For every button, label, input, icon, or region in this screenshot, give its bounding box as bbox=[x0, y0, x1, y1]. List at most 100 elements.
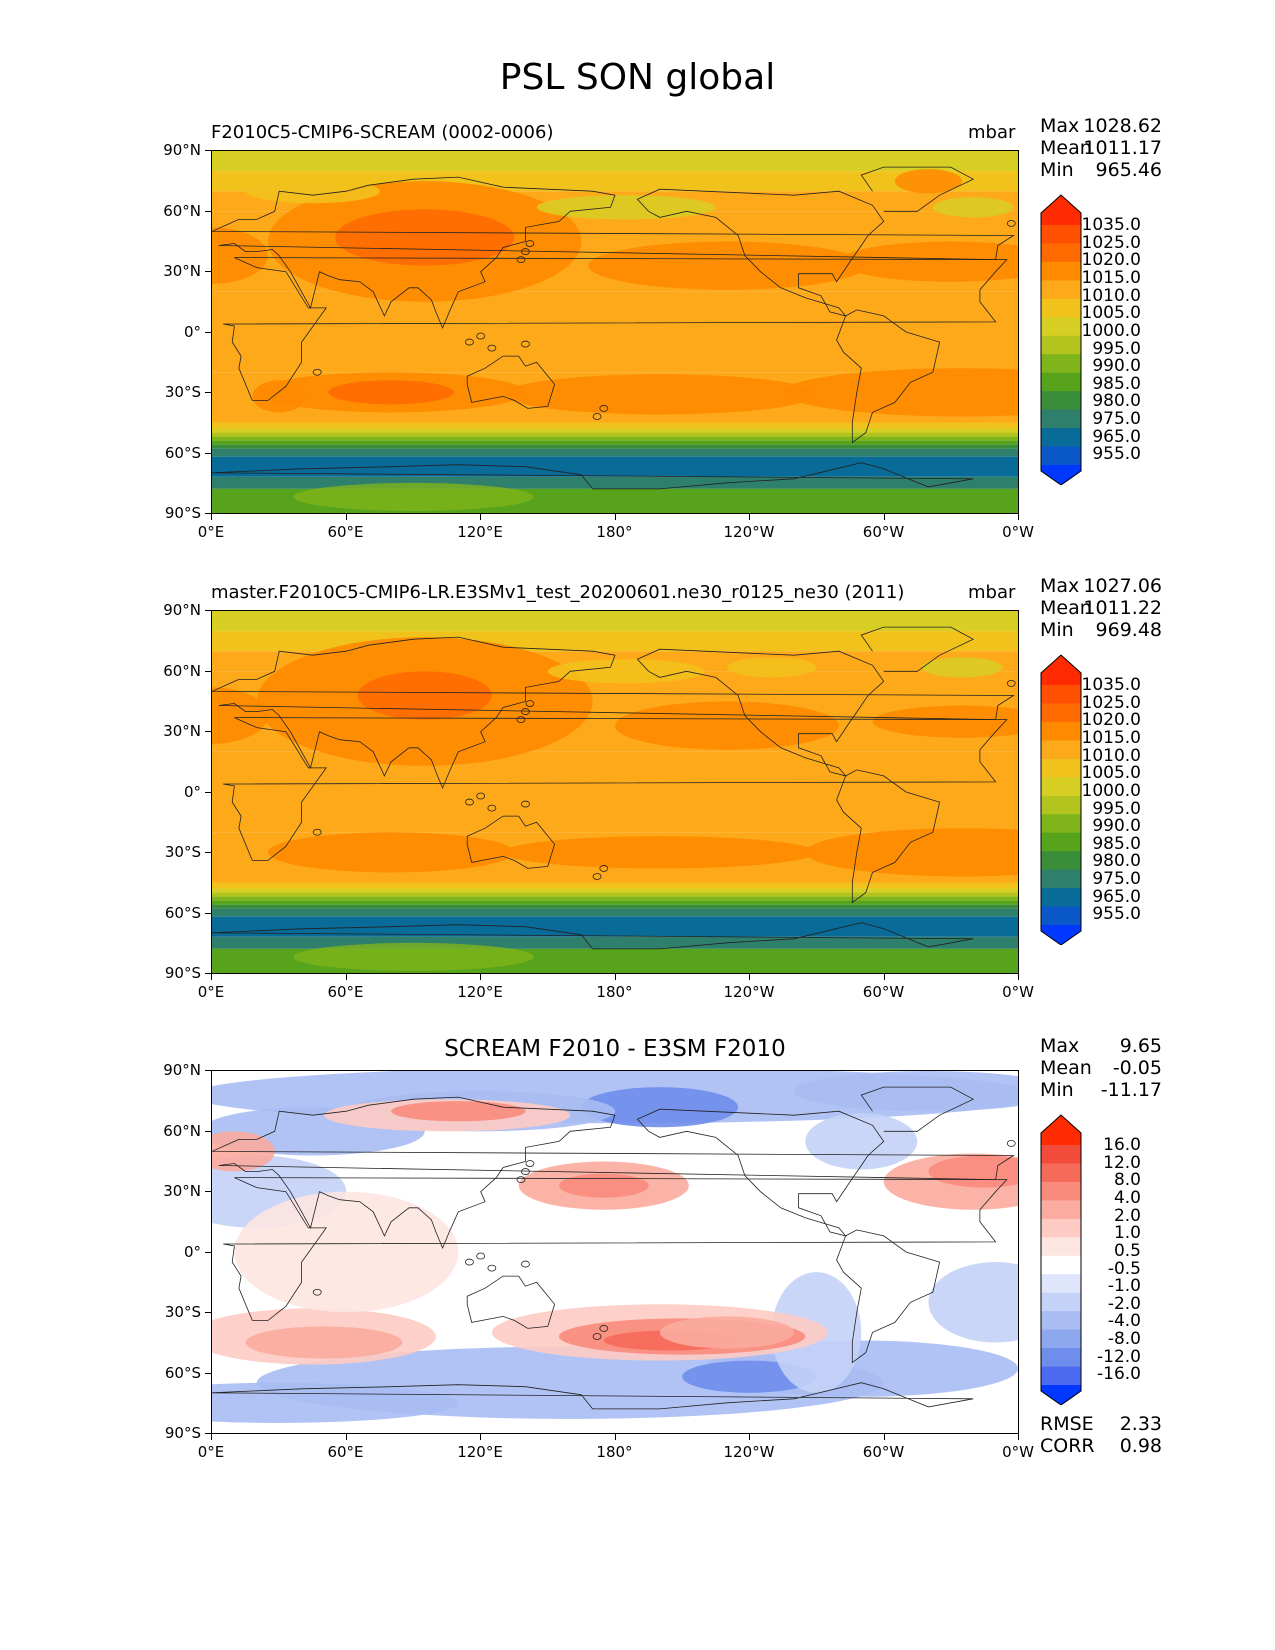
colorbar-tick-label: 980.0 bbox=[1092, 851, 1141, 872]
colorbar-segment bbox=[1041, 777, 1081, 797]
field-low bbox=[547, 659, 705, 684]
colorbar-tick-label: -8.0 bbox=[1107, 1329, 1141, 1350]
x-tick-mark bbox=[883, 514, 885, 520]
colorbar-tick-label: 1035.0 bbox=[1081, 675, 1141, 695]
x-tick-mark bbox=[345, 514, 347, 520]
colorbar-tick-label: 985.0 bbox=[1092, 373, 1141, 394]
y-tick-label: 30°S bbox=[164, 383, 201, 401]
island bbox=[521, 708, 530, 715]
y-tick-mark bbox=[205, 1070, 211, 1071]
x-tick-mark bbox=[749, 974, 750, 980]
coastline bbox=[212, 1096, 1015, 1250]
panel2-units: mbar bbox=[968, 582, 1016, 603]
x-tick-mark bbox=[1018, 1434, 1019, 1440]
colorbar-tick-label: 1010.0 bbox=[1081, 745, 1141, 766]
colorbar-tick-label: 16.0 bbox=[1103, 1135, 1141, 1155]
colorbar-tick-label: 955.0 bbox=[1092, 904, 1141, 925]
y-tick-mark bbox=[205, 150, 211, 151]
panel3-field bbox=[212, 1071, 1018, 1433]
colorbar-extend-max bbox=[1041, 195, 1081, 225]
y-tick-label: 30°N bbox=[163, 262, 201, 280]
colorbar-segment bbox=[1041, 1329, 1081, 1349]
field-high bbox=[252, 380, 307, 413]
x-tick-label: 0°E bbox=[197, 523, 225, 541]
colorbar-segment bbox=[1041, 869, 1081, 889]
colorbar-tick-label: -4.0 bbox=[1107, 1311, 1141, 1332]
x-tick-label: 60°E bbox=[327, 1443, 364, 1461]
colorbar-tick-label: 1025.0 bbox=[1081, 692, 1141, 713]
coastline bbox=[223, 257, 1008, 401]
x-tick-mark bbox=[614, 514, 616, 520]
colorbar-tick-label: -1.0 bbox=[1107, 1276, 1141, 1297]
y-tick-label: 0° bbox=[183, 322, 201, 341]
x-tick-label: 180° bbox=[596, 1443, 633, 1461]
y-tick-label: 90°N bbox=[163, 141, 201, 159]
field-low bbox=[921, 657, 1003, 678]
colorbar-outline bbox=[1040, 654, 1082, 945]
x-tick-mark bbox=[480, 514, 481, 520]
island bbox=[525, 240, 535, 247]
field-high bbox=[503, 836, 817, 869]
coastline bbox=[636, 648, 885, 777]
colorbar-tick-label: 975.0 bbox=[1092, 869, 1141, 890]
island bbox=[516, 716, 526, 723]
y-tick-label: 0° bbox=[183, 1242, 201, 1261]
stat-label: Mean bbox=[1040, 1057, 1092, 1079]
panel1-title: F2010C5-CMIP6-SCREAM (0002-0006) bbox=[211, 122, 554, 143]
field-high bbox=[805, 828, 1018, 877]
colorbar-tick-label: 990.0 bbox=[1092, 816, 1141, 837]
island bbox=[525, 700, 535, 707]
colorbar-segment bbox=[1041, 1163, 1081, 1183]
panel1-field bbox=[212, 151, 1018, 513]
field-polar bbox=[293, 482, 534, 511]
colorbar-extend-max bbox=[1041, 655, 1081, 685]
coastline bbox=[836, 309, 941, 444]
x-tick-label: 60°W bbox=[862, 523, 905, 541]
island bbox=[592, 413, 602, 420]
island bbox=[516, 1176, 526, 1183]
coastline bbox=[636, 188, 885, 317]
stat-value: -11.17 bbox=[1100, 1079, 1162, 1101]
field-band bbox=[212, 900, 1018, 905]
coastline bbox=[212, 176, 1015, 330]
colorbar-tick-label: 12.0 bbox=[1103, 1152, 1141, 1173]
colorbar-segment bbox=[1041, 261, 1081, 281]
colorbar-tick-label: 965.0 bbox=[1092, 886, 1141, 907]
colorbar-tick-label: 1015.0 bbox=[1081, 727, 1141, 748]
x-tick-label: 0°W bbox=[1002, 523, 1034, 541]
x-tick-mark bbox=[614, 974, 616, 980]
colorbar-tick-label: 1005.0 bbox=[1081, 763, 1141, 784]
stat-value: 965.46 bbox=[1095, 159, 1162, 181]
colorbar-tick-label: 0.5 bbox=[1113, 1240, 1141, 1261]
field-high bbox=[335, 209, 515, 266]
colorbar-segment bbox=[1041, 740, 1081, 760]
x-tick-label: 60°E bbox=[327, 523, 364, 541]
coastline bbox=[836, 1229, 941, 1364]
island bbox=[599, 1325, 609, 1332]
x-tick-mark bbox=[211, 974, 212, 980]
colorbar-tick-label: 995.0 bbox=[1092, 798, 1141, 819]
y-tick-label: 30°N bbox=[163, 1182, 201, 1200]
x-tick-label: 120°W bbox=[723, 983, 775, 1001]
island bbox=[312, 828, 322, 836]
island bbox=[476, 332, 486, 340]
island bbox=[521, 1168, 530, 1175]
colorbar-segment bbox=[1041, 243, 1081, 263]
panel2-map bbox=[211, 610, 1019, 974]
colorbar-extend-min bbox=[1041, 925, 1081, 945]
field-high bbox=[588, 241, 866, 290]
x-tick-label: 120°E bbox=[457, 983, 503, 1001]
stat-label: Mean bbox=[1040, 597, 1092, 619]
field-positive bbox=[234, 1191, 459, 1313]
coastline bbox=[636, 1108, 885, 1237]
colorbar-segment bbox=[1041, 391, 1081, 411]
y-tick-mark bbox=[205, 1130, 211, 1132]
x-tick-label: 0°E bbox=[197, 983, 225, 1001]
field-band bbox=[212, 611, 1018, 632]
colorbar-segment bbox=[1041, 814, 1081, 834]
island bbox=[465, 798, 474, 806]
panel1-map bbox=[211, 150, 1019, 514]
field-band bbox=[212, 456, 1018, 477]
x-tick-mark bbox=[883, 1434, 885, 1440]
colorbar-tick-label: 1020.0 bbox=[1081, 710, 1141, 731]
